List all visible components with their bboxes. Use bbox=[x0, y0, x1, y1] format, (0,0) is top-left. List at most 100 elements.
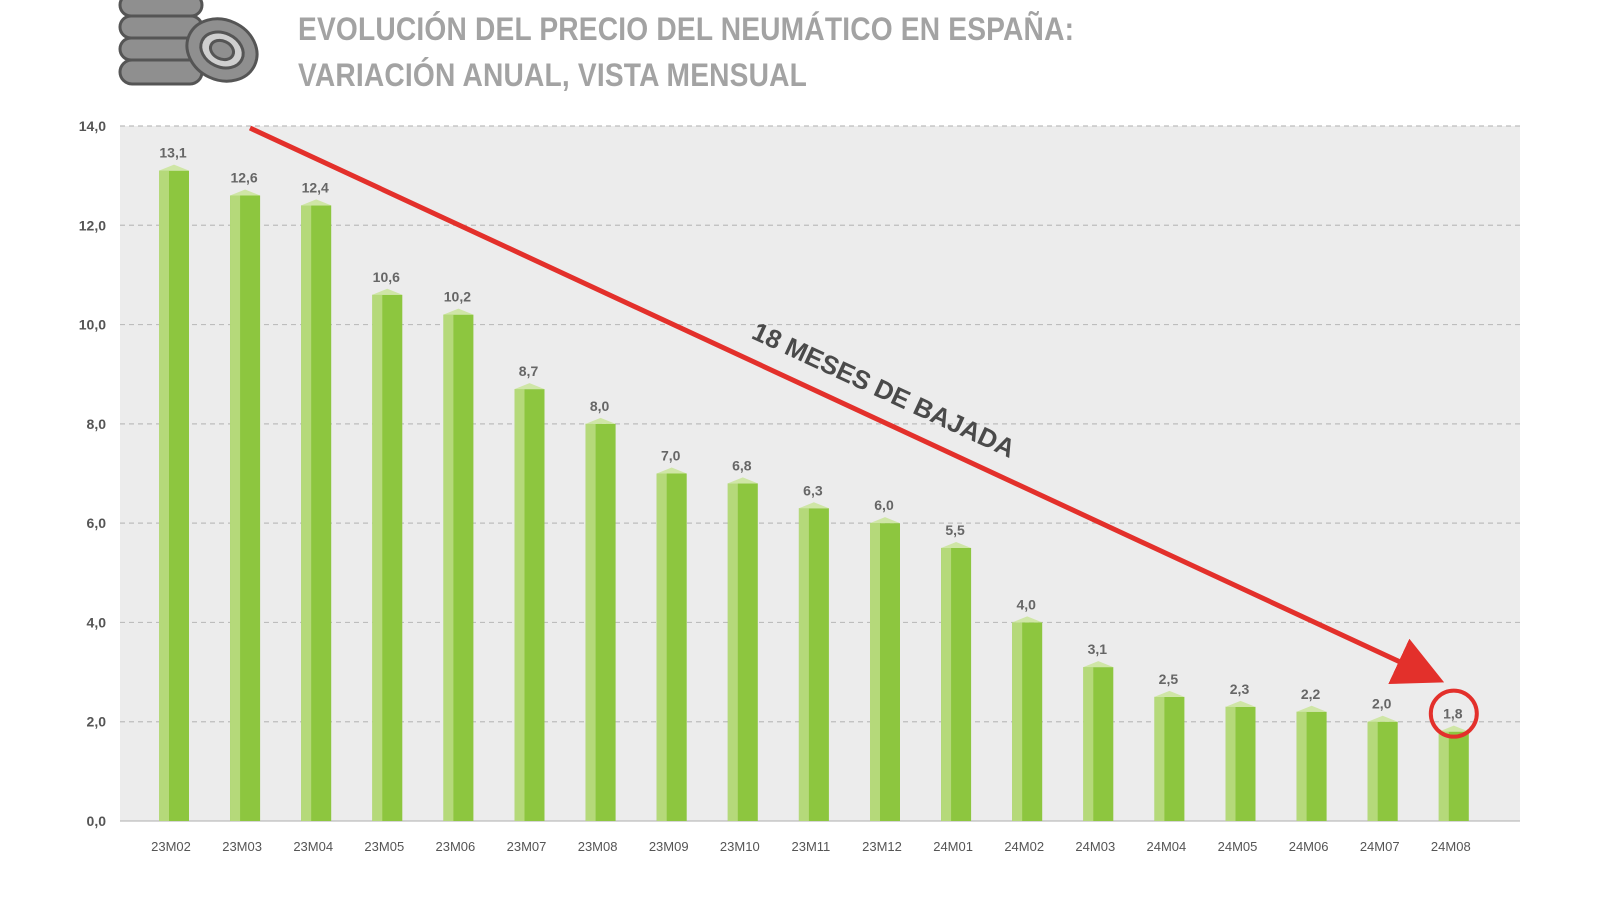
y-tick-label: 0,0 bbox=[87, 813, 107, 829]
data-label: 8,0 bbox=[590, 398, 610, 414]
bar-side bbox=[1367, 721, 1378, 821]
data-label: 6,3 bbox=[803, 482, 823, 498]
bar-cap bbox=[159, 164, 189, 171]
bar-cap bbox=[301, 199, 332, 206]
data-label: 7,0 bbox=[661, 448, 681, 464]
y-tick-label: 6,0 bbox=[87, 515, 107, 531]
x-tick-label: 23M11 bbox=[792, 839, 831, 854]
x-axis: 23M02 23M03 23M04 23M05 23M06 23M07 23M08 23M09… bbox=[151, 839, 1471, 854]
bar bbox=[1083, 661, 1114, 821]
highlight-circle bbox=[1428, 688, 1479, 739]
data-label: 2,5 bbox=[1159, 671, 1179, 687]
bar bbox=[159, 164, 189, 821]
bar-cap bbox=[656, 467, 687, 474]
y-tick-label: 10,0 bbox=[79, 317, 106, 333]
data-label: 6,0 bbox=[874, 497, 894, 513]
data-label: 2,3 bbox=[1230, 681, 1250, 697]
data-labels: 13,1 12,6 12,4 10,6 10,2 8,7 8,0 7,0 6,8 6,3 6,0 5,… bbox=[159, 145, 1462, 722]
chart-title: EVOLUCIÓN DEL PRECIO DEL NEUMÁTICO EN ES… bbox=[298, 6, 1074, 98]
bar-side bbox=[230, 195, 241, 821]
data-label: 3,1 bbox=[1088, 641, 1108, 657]
data-label: 10,2 bbox=[444, 289, 471, 305]
bar-cap bbox=[798, 502, 829, 509]
x-tick-label: 24M03 bbox=[1075, 839, 1115, 854]
bar bbox=[1438, 725, 1469, 821]
data-label: 13,1 bbox=[159, 145, 186, 161]
bar bbox=[1012, 616, 1043, 821]
data-label: 2,2 bbox=[1301, 686, 1321, 702]
bar bbox=[941, 541, 972, 821]
bar-cap bbox=[514, 383, 545, 390]
x-tick-label: 23M05 bbox=[364, 839, 404, 854]
bar-side bbox=[1012, 622, 1023, 821]
x-tick-label: 23M06 bbox=[436, 839, 476, 854]
bar bbox=[1367, 715, 1398, 821]
x-tick-label: 23M12 bbox=[862, 839, 902, 854]
x-tick-label: 24M01 bbox=[933, 839, 973, 854]
data-label: 4,0 bbox=[1016, 596, 1036, 612]
bar-side bbox=[1296, 711, 1307, 821]
bar-side bbox=[870, 523, 880, 821]
bar-cap bbox=[1012, 616, 1043, 623]
data-label: 8,7 bbox=[519, 363, 539, 379]
x-tick-label: 24M08 bbox=[1431, 839, 1471, 854]
bar bbox=[798, 502, 829, 821]
bar-cap bbox=[230, 189, 261, 196]
bar bbox=[870, 517, 900, 821]
x-tick-label: 24M02 bbox=[1004, 839, 1044, 854]
bar bbox=[372, 288, 403, 821]
chart-title-line-1: EVOLUCIÓN DEL PRECIO DEL NEUMÁTICO EN ES… bbox=[298, 11, 1075, 47]
bar-cap bbox=[727, 477, 758, 484]
x-tick-label: 23M02 bbox=[151, 839, 191, 854]
bar-side bbox=[159, 170, 169, 821]
bar-side bbox=[1225, 706, 1236, 821]
x-tick-label: 23M04 bbox=[293, 839, 333, 854]
bar-side bbox=[301, 205, 312, 821]
chart-title-line-2: VARIACIÓN ANUAL, VISTA MENSUAL bbox=[298, 57, 808, 93]
bar-cap bbox=[1083, 661, 1114, 668]
x-tick-label: 23M10 bbox=[720, 839, 760, 854]
data-label: 10,6 bbox=[373, 269, 400, 285]
y-tick-label: 12,0 bbox=[79, 217, 106, 233]
bar-cap bbox=[870, 517, 900, 524]
y-tick-label: 14,0 bbox=[79, 118, 106, 134]
x-tick-label: 23M09 bbox=[649, 839, 689, 854]
data-label: 6,8 bbox=[732, 457, 752, 473]
x-tick-label: 24M06 bbox=[1289, 839, 1329, 854]
x-tick-label: 24M04 bbox=[1147, 839, 1187, 854]
bar-side bbox=[1083, 667, 1094, 821]
bar-cap bbox=[372, 288, 403, 295]
bar bbox=[1154, 690, 1185, 821]
bar bbox=[1296, 705, 1327, 821]
x-tick-label: 24M05 bbox=[1218, 839, 1258, 854]
bar-cap bbox=[1367, 715, 1398, 722]
bar-cap bbox=[1296, 705, 1327, 712]
bar-cap bbox=[585, 417, 616, 424]
bar-cap bbox=[1438, 725, 1469, 732]
bar-side bbox=[656, 473, 667, 821]
data-label: 12,4 bbox=[302, 179, 329, 195]
tire-stack-icon bbox=[118, 0, 259, 86]
y-tick-label: 4,0 bbox=[87, 614, 107, 630]
x-tick-label: 24M07 bbox=[1360, 839, 1400, 854]
data-label: 2,0 bbox=[1372, 696, 1392, 712]
bar-side bbox=[727, 483, 738, 821]
bar-side bbox=[372, 294, 383, 821]
bar bbox=[585, 417, 616, 821]
x-tick-label: 23M07 bbox=[507, 839, 547, 854]
bar bbox=[301, 199, 332, 821]
bar-cap bbox=[443, 308, 474, 315]
bar bbox=[514, 383, 545, 821]
bar-side bbox=[798, 508, 809, 821]
bar bbox=[656, 467, 687, 821]
data-label: 12,6 bbox=[230, 170, 257, 186]
bars bbox=[159, 164, 1469, 821]
bar bbox=[443, 308, 474, 821]
bar-side bbox=[585, 423, 596, 821]
bar-side bbox=[941, 547, 952, 821]
bar-side bbox=[1438, 731, 1449, 821]
bar-side bbox=[443, 314, 454, 821]
x-tick-label: 23M03 bbox=[222, 839, 262, 854]
data-label: 5,5 bbox=[945, 522, 965, 538]
x-tick-label: 23M08 bbox=[578, 839, 618, 854]
